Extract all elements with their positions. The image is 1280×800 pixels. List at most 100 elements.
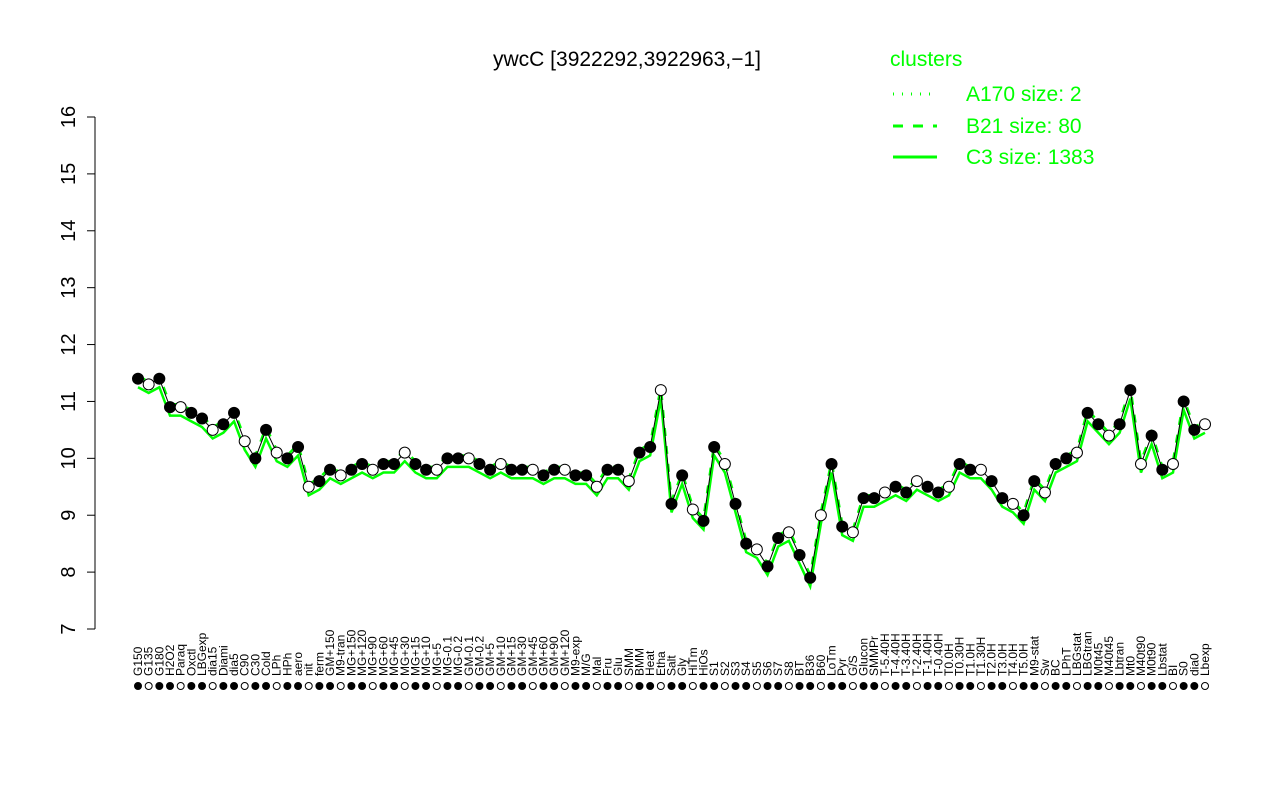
legend-title: clusters — [890, 48, 962, 71]
x-marker — [528, 682, 537, 690]
x-marker — [742, 682, 751, 690]
x-marker — [678, 682, 687, 690]
x-tick-label: HiOs — [697, 649, 711, 676]
x-tick-label: GM-0.2 — [472, 636, 486, 676]
x-marker — [912, 682, 921, 690]
x-tick-label: GM+60 — [536, 636, 550, 676]
y-tick-label: 10 — [58, 447, 80, 469]
y-tick-label: 12 — [58, 333, 80, 355]
data-point — [590, 480, 603, 493]
x-marker — [763, 682, 772, 690]
x-tick-label: S6 — [761, 661, 775, 676]
x-marker — [475, 682, 484, 690]
x-tick-label: GM-0.1 — [462, 636, 476, 676]
x-tick-label: LBGstat — [1070, 632, 1084, 676]
data-point — [601, 463, 614, 476]
x-tick-label: M0t90 — [1145, 642, 1159, 676]
x-marker — [1083, 682, 1092, 690]
x-marker — [635, 682, 644, 690]
x-marker — [283, 682, 292, 690]
x-marker — [1030, 682, 1039, 690]
x-marker — [1019, 682, 1028, 690]
data-point — [1006, 497, 1019, 510]
y-axis-ticks: 7 8 9 10 11 12 13 14 15 16 — [58, 106, 95, 635]
data-point — [942, 480, 955, 493]
x-tick-label: T-4.40H — [889, 633, 903, 676]
x-marker — [518, 682, 527, 690]
x-tick-label: GM+15 — [504, 636, 518, 676]
data-point — [1028, 475, 1041, 488]
legend-entry-1: A170 size: 2 — [966, 83, 1082, 106]
x-tick-label: MG+90 — [366, 636, 380, 676]
x-tick-label: M40t90 — [1134, 636, 1148, 676]
x-marker — [998, 682, 1007, 690]
x-tick-label: Salt — [665, 655, 679, 676]
x-marker — [315, 682, 324, 690]
x-tick-label: Glu — [611, 657, 625, 676]
x-tick-label: M9-tran — [334, 635, 348, 676]
data-point — [729, 497, 742, 510]
x-marker — [934, 682, 943, 690]
x-tick-label: C90 — [238, 654, 252, 676]
y-tick-label: 11 — [58, 391, 80, 412]
data-point — [1166, 458, 1179, 471]
x-tick-label: H2O2 — [163, 644, 177, 676]
x-marker — [262, 682, 271, 690]
data-point — [206, 423, 219, 436]
data-point — [868, 492, 881, 505]
x-marker — [187, 682, 196, 690]
data-point — [473, 458, 486, 471]
x-tick-label: M9-stat — [1027, 635, 1041, 676]
data-point — [857, 492, 870, 505]
data-point — [334, 469, 347, 482]
x-tick-label: T1.30H — [974, 637, 988, 676]
y-tick-label: 9 — [58, 510, 80, 521]
x-marker — [1072, 682, 1081, 690]
x-marker — [923, 682, 932, 690]
x-marker — [496, 682, 505, 690]
legend: clusters A170 size: 2 B21 size: 80 C3 si… — [890, 48, 1094, 169]
data-point — [580, 469, 593, 482]
x-marker — [880, 682, 889, 690]
data-point — [932, 486, 945, 499]
x-tick-label: S3 — [729, 661, 743, 676]
x-marker — [326, 682, 335, 690]
x-marker — [219, 682, 228, 690]
x-marker — [838, 682, 847, 690]
x-tick-label: MG-0.1 — [440, 636, 454, 676]
legend-entry-3: C3 size: 1383 — [966, 146, 1094, 169]
data-point — [974, 463, 987, 476]
x-tick-label: B60 — [814, 654, 828, 676]
data-point — [228, 406, 241, 419]
x-tick-label: S7 — [771, 661, 785, 676]
x-tick-label: Paraq — [174, 644, 188, 676]
x-marker — [688, 682, 697, 690]
data-point — [1124, 384, 1137, 397]
x-marker — [646, 682, 655, 690]
data-point — [686, 503, 699, 516]
x-tick-label: GM+45 — [526, 636, 540, 676]
x-marker — [390, 682, 399, 690]
x-marker — [1062, 682, 1071, 690]
x-tick-label: G180 — [152, 646, 166, 676]
y-tick-label: 14 — [58, 220, 80, 242]
x-tick-label: S5 — [750, 661, 764, 676]
x-marker — [1008, 682, 1017, 690]
legend-entry-2: B21 size: 80 — [966, 115, 1082, 138]
x-tick-label: S0 — [1177, 661, 1191, 676]
data-point — [526, 463, 539, 476]
x-tick-label: LoTm — [825, 645, 839, 676]
x-tick-label: T1.0H — [963, 643, 977, 676]
x-tick-label: GM+150 — [323, 629, 337, 676]
x-tick-label: SMMPr — [867, 636, 881, 676]
data-point — [761, 560, 774, 573]
x-tick-label: dia5 — [227, 653, 241, 676]
x-tick-label: Fru — [600, 658, 614, 676]
x-marker — [454, 682, 463, 690]
x-tick-label: Lbstat — [1155, 643, 1169, 676]
y-tick-label: 13 — [58, 277, 80, 299]
data-point — [569, 469, 582, 482]
data-point — [964, 463, 977, 476]
x-tick-label: Oxctl — [184, 649, 198, 676]
x-tick-label: M9-exp — [568, 636, 582, 676]
